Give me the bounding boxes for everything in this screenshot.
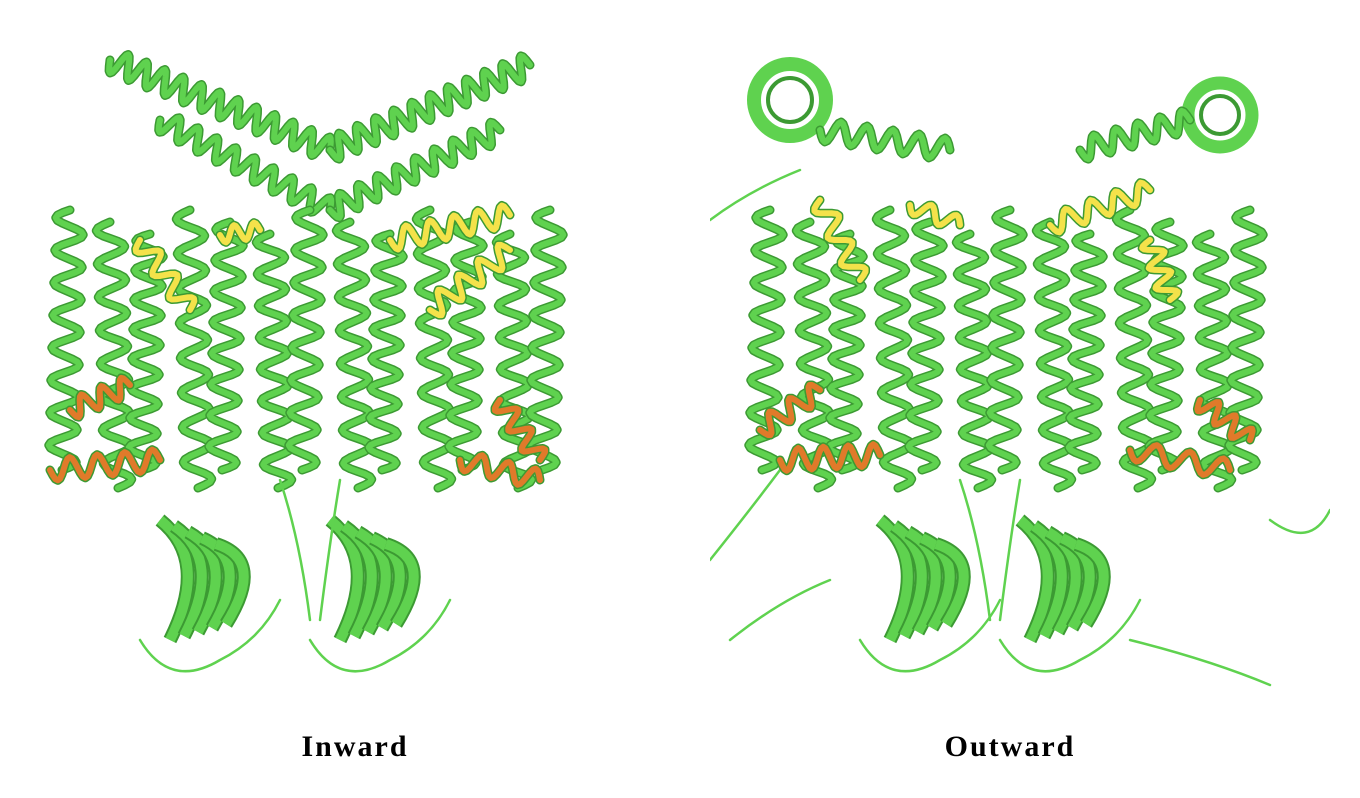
loop-left-mid [710, 468, 782, 562]
beta-strand-1-1 [339, 520, 379, 640]
loop-domain-0 [138, 598, 282, 673]
loop-center-b [998, 478, 1022, 622]
helix-22 [1125, 440, 1235, 480]
helix-15 [809, 195, 871, 285]
beta-strand-0-1 [169, 520, 209, 640]
helix-0 [815, 117, 955, 163]
helix-21 [65, 373, 135, 422]
loop-domain-0 [858, 598, 1002, 673]
helix-6 [904, 217, 948, 475]
helix-21 [1192, 395, 1258, 445]
beta-strand-0-0 [155, 514, 195, 644]
helix-end-left [747, 57, 833, 143]
helix-14 [444, 217, 488, 475]
helix-22 [45, 445, 165, 485]
helix-8 [204, 217, 248, 475]
helix-1 [325, 51, 535, 164]
caption-outward: Outward [944, 730, 1076, 763]
helix-23 [490, 395, 550, 465]
beta-strand-0-1 [889, 520, 929, 640]
helix-end-right-core [1199, 94, 1241, 136]
loop-left-low [728, 578, 832, 642]
loop-center-a [278, 478, 312, 622]
loop-right-low [1128, 638, 1272, 687]
loop-left-top [710, 168, 802, 222]
panel-inward: Inward [44, 50, 568, 763]
helix-10 [1064, 229, 1108, 475]
beta-strand-0-2 [184, 525, 223, 636]
helix-10 [284, 205, 328, 475]
beta-strand-1-0 [1015, 514, 1055, 644]
beta-strand-0-3 [918, 531, 957, 632]
beta-strand-1-3 [368, 531, 407, 632]
helix-17 [1045, 178, 1155, 237]
loop-center-a [958, 478, 992, 622]
beta-strand-1-0 [325, 514, 365, 644]
beta-strand-1-3 [1058, 531, 1097, 632]
helix-end-right [1181, 76, 1259, 154]
beta-strand-1-1 [1029, 520, 1069, 640]
beta-strand-1-2 [1044, 525, 1083, 636]
helix-24 [455, 450, 545, 490]
loop-center-b [318, 478, 342, 622]
outward-structure-illustration [710, 57, 1330, 687]
helix-16 [524, 205, 568, 475]
beta-strand-0-4 [933, 537, 971, 628]
helix-19 [755, 380, 825, 440]
beta-strand-1-2 [354, 525, 393, 636]
helix-20 [775, 439, 885, 476]
loop-domain-1 [308, 598, 452, 673]
beta-strand-0-2 [904, 525, 943, 636]
helix-1 [1075, 106, 1195, 164]
helix-12 [364, 229, 408, 475]
loop-right-mid [1268, 508, 1330, 535]
beta-strand-1-4 [383, 537, 421, 628]
helix-18 [215, 218, 265, 247]
inward-structure-illustration [44, 50, 568, 673]
helix-0 [104, 50, 336, 160]
helix-18 [1137, 235, 1183, 305]
beta-strand-1-4 [1073, 537, 1111, 628]
caption-inward: Inward [301, 730, 409, 763]
helix-19 [385, 201, 515, 254]
helix-17 [131, 235, 199, 315]
helix-20 [425, 240, 515, 320]
helix-2 [744, 205, 788, 475]
loop-domain-1 [998, 598, 1142, 673]
helix-4 [824, 229, 868, 475]
helix-6 [124, 229, 168, 475]
helix-4 [44, 205, 88, 475]
helix-end-left-core [766, 76, 814, 124]
beta-strand-0-0 [875, 514, 915, 644]
beta-strand-0-4 [213, 537, 251, 628]
beta-strand-0-3 [198, 531, 237, 632]
panel-outward: Outward [680, 0, 1360, 798]
helix-8 [984, 205, 1028, 475]
helix-16 [905, 200, 965, 230]
helix-3 [325, 117, 505, 223]
helix-2 [154, 113, 336, 217]
